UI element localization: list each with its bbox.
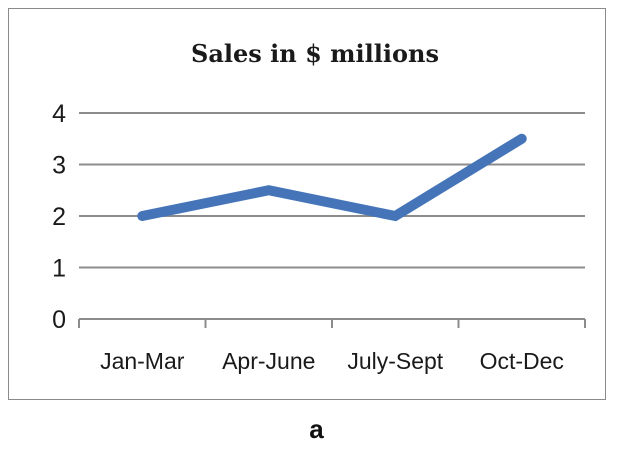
y-tick-label: 3	[52, 152, 66, 180]
x-tick-label: July-Sept	[347, 348, 443, 374]
x-tick-label: Oct-Dec	[480, 348, 564, 374]
y-axis-tick-labels: 0 1 2 3 4	[52, 100, 66, 334]
series-line	[137, 133, 527, 222]
y-tick-label: 4	[52, 100, 66, 128]
chart-title: Sales in $ millions	[191, 39, 439, 68]
line-chart: Sales in $ millions 0 1 2 3 4 Jan-Mar Apr-Jun…	[52, 39, 586, 374]
series-lines	[137, 133, 527, 222]
chart-frame: Sales in $ millions 0 1 2 3 4 Jan-Mar Apr-Jun…	[8, 8, 606, 400]
panel-caption: a	[309, 414, 324, 444]
y-tick-label: 1	[52, 255, 66, 283]
y-tick-label: 2	[52, 203, 66, 231]
x-tick-label: Apr-June	[222, 348, 315, 374]
x-axis-tick-labels: Jan-Mar Apr-June July-Sept Oct-Dec	[100, 348, 564, 374]
x-tick-label: Jan-Mar	[100, 348, 185, 374]
x-axis	[78, 319, 586, 328]
y-tick-label: 0	[52, 306, 66, 334]
